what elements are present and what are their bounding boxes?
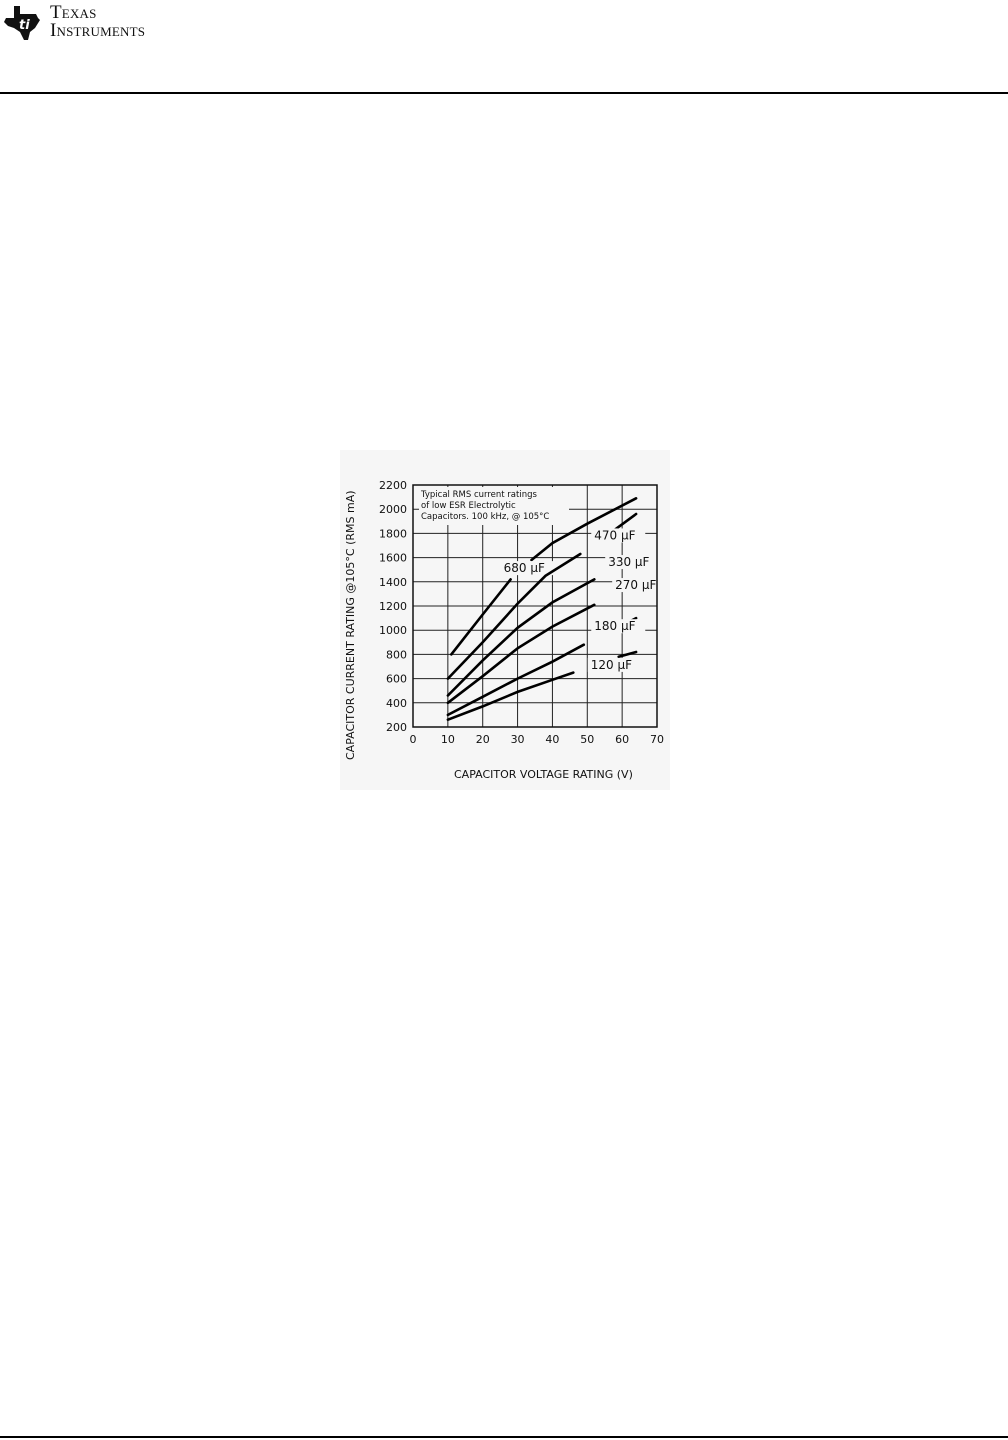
y-tick-label: 800 bbox=[386, 648, 407, 661]
x-tick-label: 0 bbox=[410, 733, 417, 746]
y-tick-label: 1000 bbox=[379, 624, 407, 637]
texas-instruments-logo: ti Texas Instruments bbox=[2, 2, 146, 42]
series-line-120 bbox=[446, 671, 575, 721]
series-line-120 bbox=[617, 650, 638, 659]
y-tick-label: 2200 bbox=[379, 479, 407, 492]
series-line-470 bbox=[446, 552, 582, 680]
series-line-270 bbox=[446, 603, 596, 705]
logo-line1: Texas bbox=[50, 2, 97, 23]
header-rule bbox=[0, 92, 1008, 94]
x-axis-label: CAPACITOR VOLTAGE RATING (V) bbox=[454, 768, 633, 781]
series-label-background bbox=[612, 578, 667, 593]
series-label: 270 µF bbox=[615, 578, 656, 592]
series-label-background bbox=[591, 528, 646, 543]
annotation-box bbox=[419, 487, 569, 525]
logo-line2: Instruments bbox=[50, 20, 146, 41]
x-tick-label: 40 bbox=[545, 733, 559, 746]
y-tick-label: 2000 bbox=[379, 503, 407, 516]
ti-state-icon: ti bbox=[4, 6, 40, 40]
series-label: 180 µF bbox=[594, 619, 635, 633]
y-tick-label: 1600 bbox=[379, 552, 407, 565]
y-tick-label: 200 bbox=[386, 721, 407, 734]
annotation-line-3: Capacitors. 100 kHz, @ 105°C bbox=[421, 512, 549, 522]
svg-text:ti: ti bbox=[19, 18, 30, 33]
series-label-background bbox=[500, 561, 555, 576]
series-line-330 bbox=[446, 578, 596, 697]
y-tick-label: 400 bbox=[386, 697, 407, 710]
x-tick-label: 10 bbox=[441, 733, 455, 746]
series-label: 330 µF bbox=[608, 555, 649, 569]
x-tick-label: 50 bbox=[580, 733, 594, 746]
capacitor-current-chart: 680 µF 470 µF 330 µF 270 µF 180 µF 120 µF 0 10… bbox=[340, 450, 670, 795]
series-line-680 bbox=[450, 578, 512, 656]
series-line-680 bbox=[530, 497, 638, 562]
footer-rule bbox=[0, 1436, 1008, 1438]
series-label-background bbox=[591, 619, 646, 634]
y-tick-label: 1200 bbox=[379, 600, 407, 613]
series-label-background bbox=[587, 657, 642, 672]
series-line-180 bbox=[446, 643, 586, 717]
x-tick-label: 60 bbox=[615, 733, 629, 746]
y-tick-label: 1400 bbox=[379, 576, 407, 589]
y-tick-label: 600 bbox=[386, 673, 407, 686]
y-tick-label: 1800 bbox=[379, 527, 407, 540]
series-label: 470 µF bbox=[594, 528, 635, 542]
x-tick-label: 70 bbox=[650, 733, 664, 746]
x-tick-label: 30 bbox=[511, 733, 525, 746]
series-label: 680 µF bbox=[504, 561, 545, 575]
series-label-background bbox=[605, 555, 660, 570]
annotation-line-2: of low ESR Electrolytic bbox=[421, 501, 516, 511]
x-tick-label: 20 bbox=[476, 733, 490, 746]
series-label: 120 µF bbox=[591, 658, 632, 672]
plot-frame bbox=[412, 484, 658, 728]
y-axis-label: CAPACITOR CURRENT RATING @105°C (RMS mA) bbox=[344, 490, 357, 760]
annotation-line-1: Typical RMS current ratings bbox=[420, 490, 537, 500]
